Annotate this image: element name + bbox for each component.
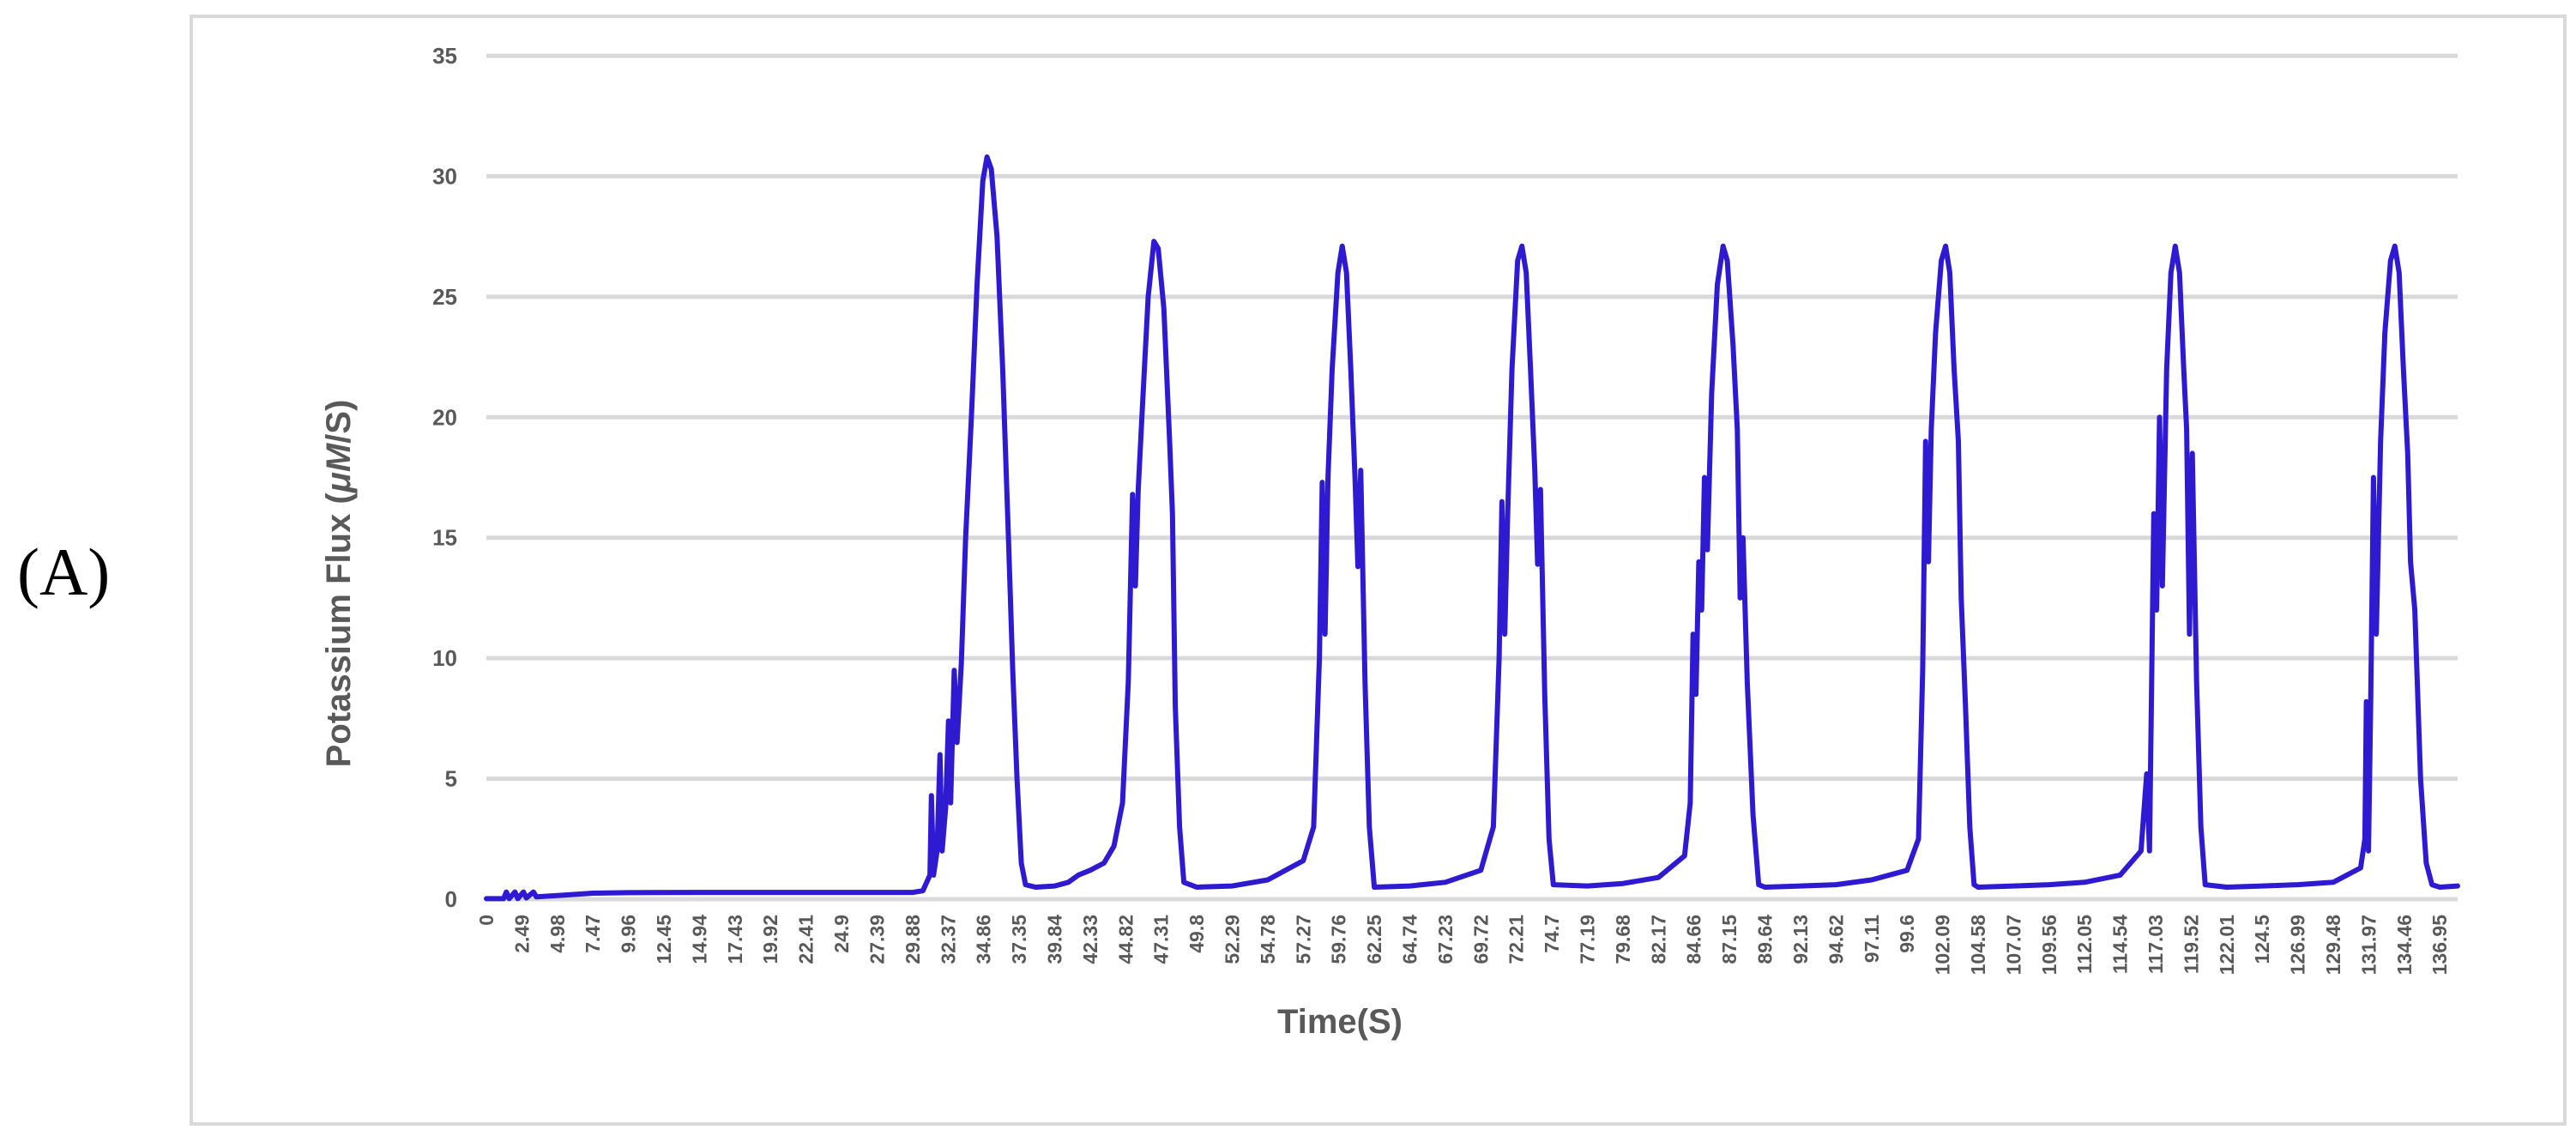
x-tick-label: 112.05 xyxy=(2073,915,2096,974)
x-tick-label: 17.43 xyxy=(724,915,746,964)
x-tick-label: 87.15 xyxy=(1718,915,1740,964)
x-tick-label: 39.84 xyxy=(1043,915,1065,964)
x-tick-label: 89.64 xyxy=(1754,915,1777,964)
x-tick-label: 49.8 xyxy=(1185,915,1208,953)
x-tick-label: 54.78 xyxy=(1257,915,1279,964)
x-tick-label: 19.92 xyxy=(759,915,781,964)
x-tick-label: 97.11 xyxy=(1861,915,1883,963)
x-tick-label: 59.76 xyxy=(1328,915,1350,964)
x-tick-label: 107.07 xyxy=(2002,915,2024,975)
x-tick-label: 109.56 xyxy=(2038,915,2060,975)
y-tick-label: 15 xyxy=(432,525,457,551)
y-tick-label: 20 xyxy=(432,404,457,430)
x-tick-label: 52.29 xyxy=(1221,915,1243,964)
y-tick-label: 25 xyxy=(432,284,457,310)
chart-frame xyxy=(190,15,2567,1126)
x-tick-labels: 0 2.49 4.98 7.47 9.96 12.45 14.94 17.43 19.92 22.… xyxy=(475,915,2451,976)
x-tick-label: 9.96 xyxy=(618,915,640,953)
x-tick-label: 92.13 xyxy=(1789,915,1812,964)
x-tick-label: 99.6 xyxy=(1896,915,1918,953)
x-tick-label: 32.37 xyxy=(937,915,959,964)
y-axis-title-units: μM xyxy=(320,442,358,493)
y-tick-label: 30 xyxy=(432,163,457,189)
x-tick-label: 62.25 xyxy=(1363,915,1385,964)
panel-label: (A) xyxy=(17,535,111,609)
x-tick-label: 67.23 xyxy=(1434,915,1457,964)
x-tick-label: 82.17 xyxy=(1647,915,1669,964)
x-tick-label: 131.97 xyxy=(2357,915,2380,975)
x-tick-label: 34.86 xyxy=(973,915,995,964)
y-tick-labels: 0 5 10 15 20 25 30 35 xyxy=(432,43,457,912)
gridlines xyxy=(486,53,2458,902)
x-tick-label: 129.48 xyxy=(2322,915,2344,976)
x-tick-label: 117.03 xyxy=(2145,915,2167,974)
series-line-1 xyxy=(484,154,2460,902)
x-tick-label: 94.62 xyxy=(1825,915,1847,964)
x-axis-title: Time(S) xyxy=(1277,1003,1403,1041)
x-tick-label: 104.58 xyxy=(1967,915,1989,976)
x-tick-label: 29.88 xyxy=(902,915,924,964)
x-tick-label: 119.52 xyxy=(2180,915,2202,974)
y-axis-title: Potassium Flux (μM/S) xyxy=(320,400,358,768)
x-tick-label: 12.45 xyxy=(653,915,675,964)
x-tick-label: 44.82 xyxy=(1114,915,1137,964)
x-tick-label: 14.94 xyxy=(688,915,710,964)
x-tick-label: 22.41 xyxy=(795,915,817,964)
x-tick-label: 64.74 xyxy=(1399,915,1421,964)
x-tick-label: 77.19 xyxy=(1577,915,1599,964)
x-tick-label: 72.21 xyxy=(1505,915,1528,964)
x-tick-label: 122.01 xyxy=(2216,915,2238,976)
x-tick-label: 47.31 xyxy=(1150,915,1173,964)
x-tick-label: 7.47 xyxy=(582,915,604,953)
x-tick-label: 134.46 xyxy=(2393,915,2416,975)
x-tick-label: 57.27 xyxy=(1292,915,1314,964)
x-tick-label: 4.98 xyxy=(546,915,569,953)
x-tick-label: 79.68 xyxy=(1612,915,1634,964)
y-tick-label: 0 xyxy=(445,886,457,912)
x-tick-label: 84.66 xyxy=(1683,915,1705,964)
series-group xyxy=(484,154,2460,902)
x-tick-label: 102.09 xyxy=(1932,915,1954,975)
y-tick-label: 35 xyxy=(432,43,457,69)
y-tick-label: 5 xyxy=(445,766,457,792)
x-tick-label: 74.7 xyxy=(1541,915,1563,953)
x-tick-label: 124.5 xyxy=(2251,915,2273,964)
y-axis-title-suffix: /S) xyxy=(320,400,358,444)
x-tick-label: 114.54 xyxy=(2109,915,2132,974)
x-tick-label: 2.49 xyxy=(510,915,533,953)
x-tick-label: 37.35 xyxy=(1008,915,1030,964)
x-tick-label: 42.33 xyxy=(1079,915,1101,964)
x-tick-label: 27.39 xyxy=(866,915,888,964)
y-tick-label: 10 xyxy=(432,645,457,671)
y-axis-title-prefix: Potassium Flux ( xyxy=(320,492,358,768)
x-tick-label: 126.99 xyxy=(2287,915,2309,975)
x-tick-label: 69.72 xyxy=(1469,915,1492,964)
x-tick-label: 24.9 xyxy=(830,915,853,953)
x-tick-label: 136.95 xyxy=(2428,915,2451,976)
x-tick-label: 0 xyxy=(475,915,498,926)
